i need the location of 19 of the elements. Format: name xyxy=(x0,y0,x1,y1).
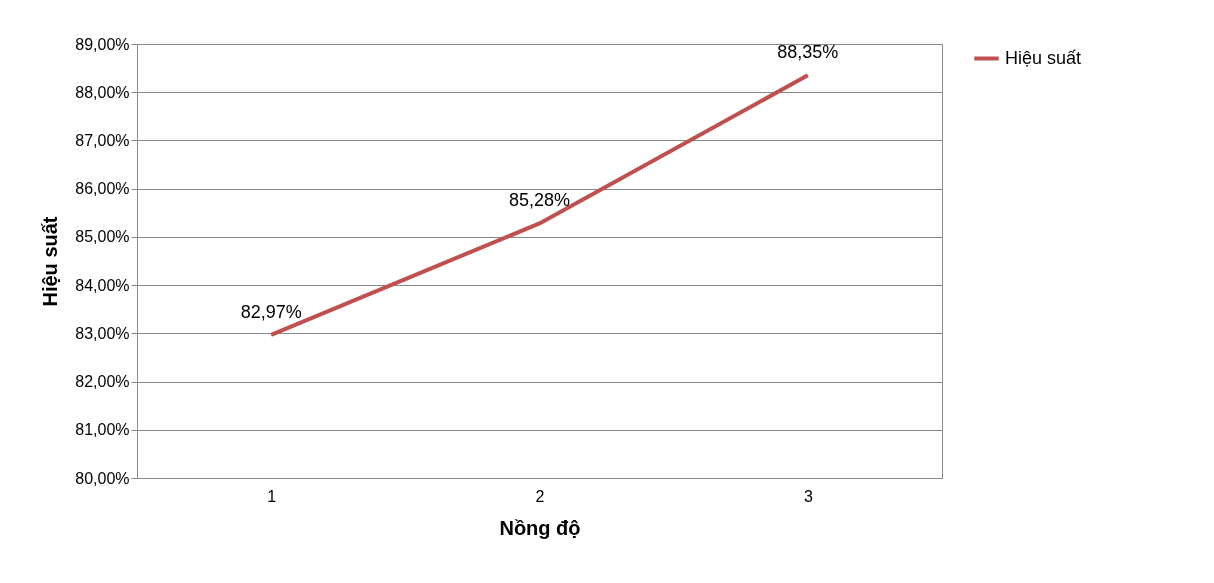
y-tick-label: 85,00% xyxy=(75,228,130,246)
y-tick-label: 80,00% xyxy=(75,469,130,487)
y-tick-label: 83,00% xyxy=(75,324,130,342)
x-tick-label: 2 xyxy=(535,487,545,505)
y-tick-label: 86,00% xyxy=(75,180,130,198)
legend-label: Hiệu suất xyxy=(1005,47,1082,68)
y-tick-label: 82,00% xyxy=(75,373,130,391)
y-tick-label: 88,00% xyxy=(75,83,130,101)
x-tick-label: 3 xyxy=(803,487,813,505)
x-tick-label: 1 xyxy=(267,487,277,505)
x-axis-title: Nồng độ xyxy=(499,516,581,539)
y-tick-label: 89,00% xyxy=(75,35,130,53)
y-tick-label: 87,00% xyxy=(75,131,130,149)
data-label: 82,97% xyxy=(240,301,302,322)
y-tick-label: 81,00% xyxy=(75,421,130,439)
data-label: 88,35% xyxy=(777,42,839,63)
y-axis-title: Hiệu suất xyxy=(39,216,62,307)
data-label: 85,28% xyxy=(508,190,571,211)
y-tick-label: 84,00% xyxy=(75,276,130,294)
